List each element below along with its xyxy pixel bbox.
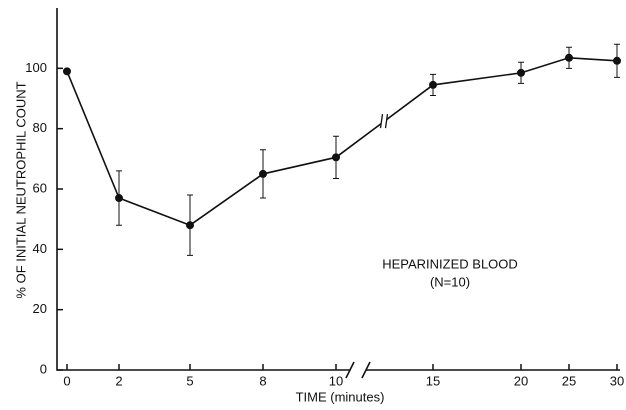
point <box>332 153 340 162</box>
y-tick-label: 40 <box>33 241 47 256</box>
x-tick-label: 30 <box>610 373 624 388</box>
x-tick-label: 2 <box>115 373 122 388</box>
axis-break <box>345 361 371 379</box>
y-axis-label: % OF INITIAL NEUTROPHIL COUNT <box>13 81 28 298</box>
y-tick-label: 60 <box>33 180 47 195</box>
x-tick-label: 5 <box>186 373 193 388</box>
x-tick-label: 8 <box>259 373 266 388</box>
line-break <box>379 114 389 129</box>
x-tick-label: 25 <box>562 373 576 388</box>
y-tick-label: 100 <box>25 60 47 75</box>
y-tick-label: 0 <box>40 361 47 376</box>
point <box>186 221 194 230</box>
point <box>517 68 525 77</box>
x-tick-label: 0 <box>63 373 70 388</box>
x-tick-label: 20 <box>514 373 528 388</box>
point <box>613 56 621 65</box>
annotation: (N=10) <box>430 274 470 289</box>
line-break <box>381 113 387 130</box>
point <box>259 169 267 178</box>
point <box>63 67 71 76</box>
point <box>115 194 123 203</box>
line <box>66 56 618 227</box>
y-tick-label: 20 <box>33 301 47 316</box>
point <box>429 80 437 89</box>
x-tick-label: 15 <box>426 373 440 388</box>
annotation: HEPARINIZED BLOOD <box>382 256 518 271</box>
y-tick-label: 80 <box>33 120 47 135</box>
x-axis-label: TIME (minutes) <box>296 389 385 404</box>
axes <box>56 8 620 371</box>
point <box>565 53 573 62</box>
x-tick-label: 10 <box>329 373 343 388</box>
